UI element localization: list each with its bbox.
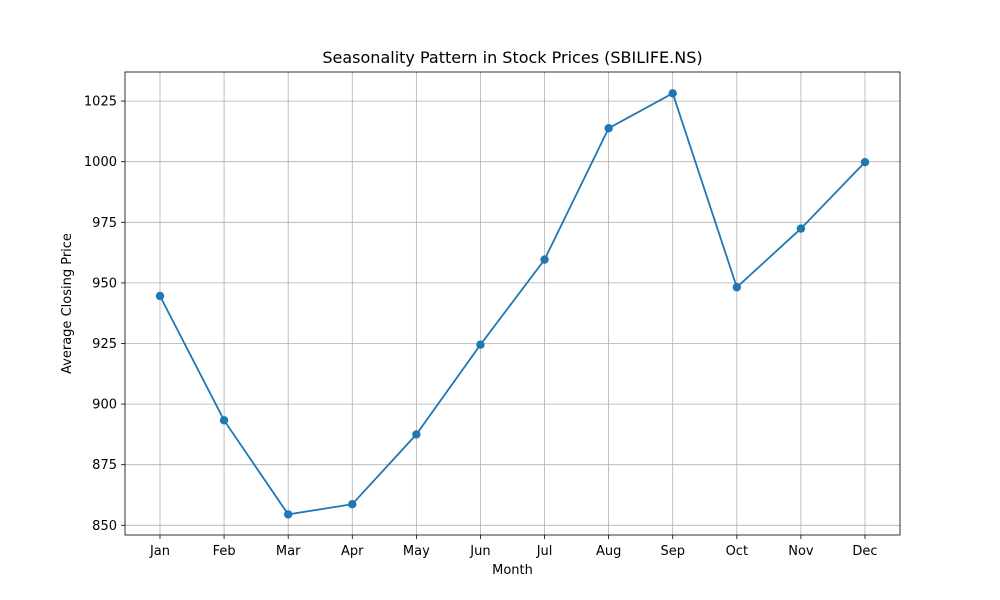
y-tick-label: 975 [92, 216, 117, 231]
y-tick-label: 950 [92, 276, 117, 291]
x-tick-label: Jan [149, 544, 170, 559]
data-point [668, 89, 677, 98]
data-point [732, 283, 742, 292]
x-tick-label: Sep [660, 544, 685, 559]
data-point [155, 291, 165, 301]
data-point [796, 224, 806, 233]
x-tick-label: Aug [596, 544, 621, 559]
data-point [412, 430, 421, 439]
x-tick-label: Apr [341, 544, 364, 559]
data-point [604, 124, 613, 133]
data-point [348, 500, 357, 509]
x-tick-label: Nov [788, 544, 814, 559]
y-tick-label: 1025 [84, 95, 117, 110]
y-tick-label: 925 [92, 337, 117, 352]
x-tick-label: Jun [469, 544, 490, 559]
series-line [159, 92, 866, 516]
data-point [860, 157, 870, 167]
axis-ticks: Jan Feb Mar Apr May Jun Jul Aug Sep Oct Nov Dec 850 8… [84, 95, 878, 559]
y-axis-label: Average Closing Price [60, 233, 75, 374]
x-tick-label: May [403, 544, 430, 559]
x-axis-label: Month [492, 563, 533, 578]
series-layer [155, 89, 870, 519]
data-point [219, 416, 229, 425]
data-point [540, 255, 549, 264]
grid [125, 72, 900, 535]
plot-area-frame [124, 71, 901, 536]
x-tick-label: Oct [726, 544, 748, 559]
y-tick-label: 875 [92, 458, 117, 473]
x-tick-label: Feb [213, 544, 236, 559]
x-tick-label: Jul [536, 544, 553, 559]
data-point [283, 510, 293, 519]
data-point [476, 340, 485, 349]
y-tick-label: 850 [92, 519, 117, 534]
x-tick-label: Dec [852, 544, 877, 559]
y-tick-label: 900 [92, 398, 117, 413]
y-tick-label: 1000 [84, 155, 117, 170]
chart-title: Seasonality Pattern in Stock Prices (SBI… [322, 48, 702, 67]
x-tick-label: Mar [276, 544, 301, 559]
